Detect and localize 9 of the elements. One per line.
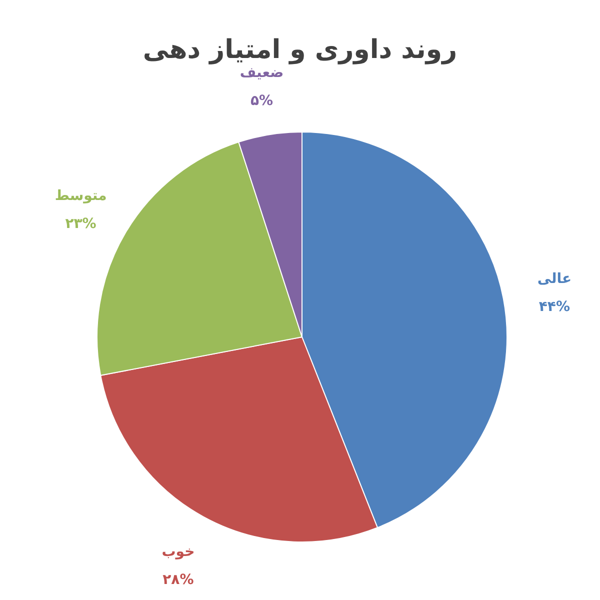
data-label: ۲۸% <box>162 572 194 588</box>
slice-label: ضعیف <box>240 65 284 82</box>
slice-label: عالی <box>537 270 572 287</box>
slice-label: متوسط <box>54 188 107 204</box>
data-label: ۵% <box>250 93 274 110</box>
slice-label: خوب <box>162 544 195 560</box>
chart-title: روند داوری و امتیاز دهی <box>142 35 458 65</box>
data-label: ۴۴% <box>538 298 570 315</box>
data-label: ۲۳% <box>65 216 96 232</box>
